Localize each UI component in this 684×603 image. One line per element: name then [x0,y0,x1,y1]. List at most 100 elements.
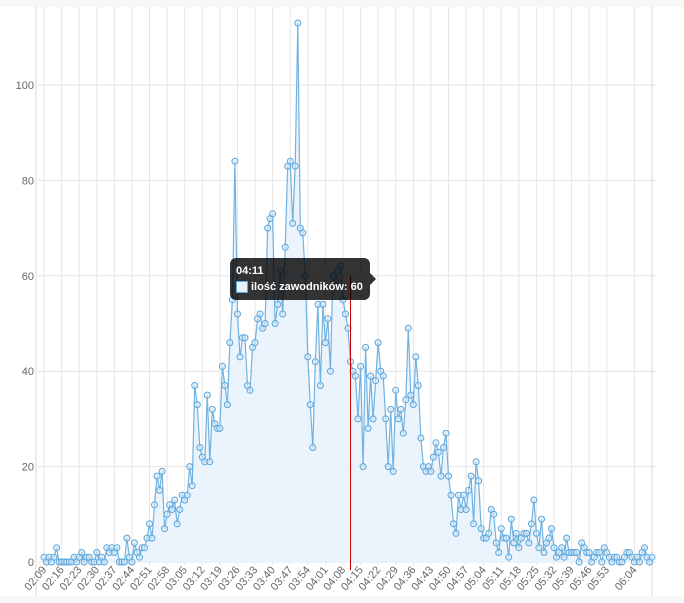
data-point[interactable] [191,382,199,389]
data-point[interactable] [342,310,349,318]
data-point[interactable] [485,529,493,537]
series-points[interactable] [40,19,656,566]
data-point[interactable] [309,444,317,451]
data-point[interactable] [216,424,224,432]
data-point[interactable] [510,539,518,547]
data-point[interactable] [362,343,370,351]
data-point[interactable] [560,553,568,561]
data-point[interactable] [384,463,392,471]
data-point[interactable] [462,506,470,513]
data-point[interactable] [369,415,377,423]
data-point[interactable] [236,353,244,361]
data-point[interactable] [246,386,254,394]
data-point[interactable] [221,382,229,389]
data-point[interactable] [402,396,410,404]
data-point[interactable] [100,558,108,566]
data-point[interactable] [492,539,500,547]
data-point[interactable] [379,372,387,380]
data-point[interactable] [286,157,294,165]
data-point[interactable] [545,534,553,542]
data-point[interactable] [304,353,312,361]
data-point[interactable] [409,401,417,409]
data-point[interactable] [532,529,540,537]
data-point[interactable] [241,334,249,342]
data-point[interactable] [148,534,156,542]
data-point[interactable] [434,448,442,456]
data-point[interactable] [467,472,475,480]
data-point[interactable] [399,429,407,437]
data-point[interactable] [497,525,505,533]
data-point[interactable] [450,520,457,528]
data-point[interactable] [575,558,583,566]
data-point[interactable] [505,553,513,561]
data-point[interactable] [123,534,131,542]
data-point[interactable] [311,358,319,366]
data-point[interactable] [130,539,138,547]
data-point[interactable] [515,544,523,552]
data-point[interactable] [635,558,643,566]
data-point[interactable] [507,515,515,523]
data-point[interactable] [168,506,176,513]
data-point[interactable] [535,544,543,552]
data-point[interactable] [203,391,211,399]
data-point[interactable] [188,482,196,490]
data-point[interactable] [540,549,548,556]
data-point[interactable] [161,525,169,533]
data-point[interactable] [234,310,241,318]
data-point[interactable] [389,467,397,475]
data-point[interactable] [475,477,483,485]
data-point[interactable] [319,300,327,308]
data-point[interactable] [452,529,460,537]
data-point[interactable] [226,339,234,347]
data-point[interactable] [598,558,606,566]
data-point[interactable] [299,229,307,237]
data-point[interactable] [193,401,201,409]
data-point[interactable] [316,382,324,389]
data-point[interactable] [251,339,259,347]
data-point[interactable] [585,549,593,556]
data-point[interactable] [271,320,279,327]
data-point[interactable] [306,401,314,409]
data-point[interactable] [527,520,535,528]
data-point[interactable] [392,386,400,394]
data-point[interactable] [414,382,422,389]
data-point[interactable] [550,544,558,552]
data-point[interactable] [274,300,282,308]
data-point[interactable] [208,405,216,413]
data-point[interactable] [113,544,121,552]
data-point[interactable] [437,472,445,480]
data-point[interactable] [354,415,362,423]
data-point[interactable] [120,558,128,566]
data-point[interactable] [171,496,179,504]
data-point[interactable] [447,491,455,499]
data-point[interactable] [53,544,61,552]
data-point[interactable] [176,506,184,513]
data-point[interactable] [156,486,164,494]
data-point[interactable] [460,491,468,499]
data-point[interactable] [432,439,440,447]
data-point[interactable] [352,372,359,380]
data-point[interactable] [357,362,365,370]
data-point[interactable] [153,472,161,480]
data-point[interactable] [525,539,533,547]
data-point[interactable] [264,224,272,232]
data-point[interactable] [429,453,437,461]
data-point[interactable] [206,458,214,466]
data-point[interactable] [530,496,538,504]
data-point[interactable] [186,463,194,471]
data-point[interactable] [279,310,287,318]
data-point[interactable] [538,515,545,523]
data-point[interactable] [163,510,171,518]
data-point[interactable] [477,525,485,533]
data-point[interactable] [427,467,435,475]
data-point[interactable] [374,339,382,347]
data-point[interactable] [472,458,480,466]
data-point[interactable] [442,429,450,437]
data-point[interactable] [136,553,143,561]
data-point[interactable] [78,549,86,556]
data-point[interactable] [548,525,555,533]
data-point[interactable] [141,544,148,552]
data-point[interactable] [281,243,289,251]
data-point[interactable] [641,544,648,552]
